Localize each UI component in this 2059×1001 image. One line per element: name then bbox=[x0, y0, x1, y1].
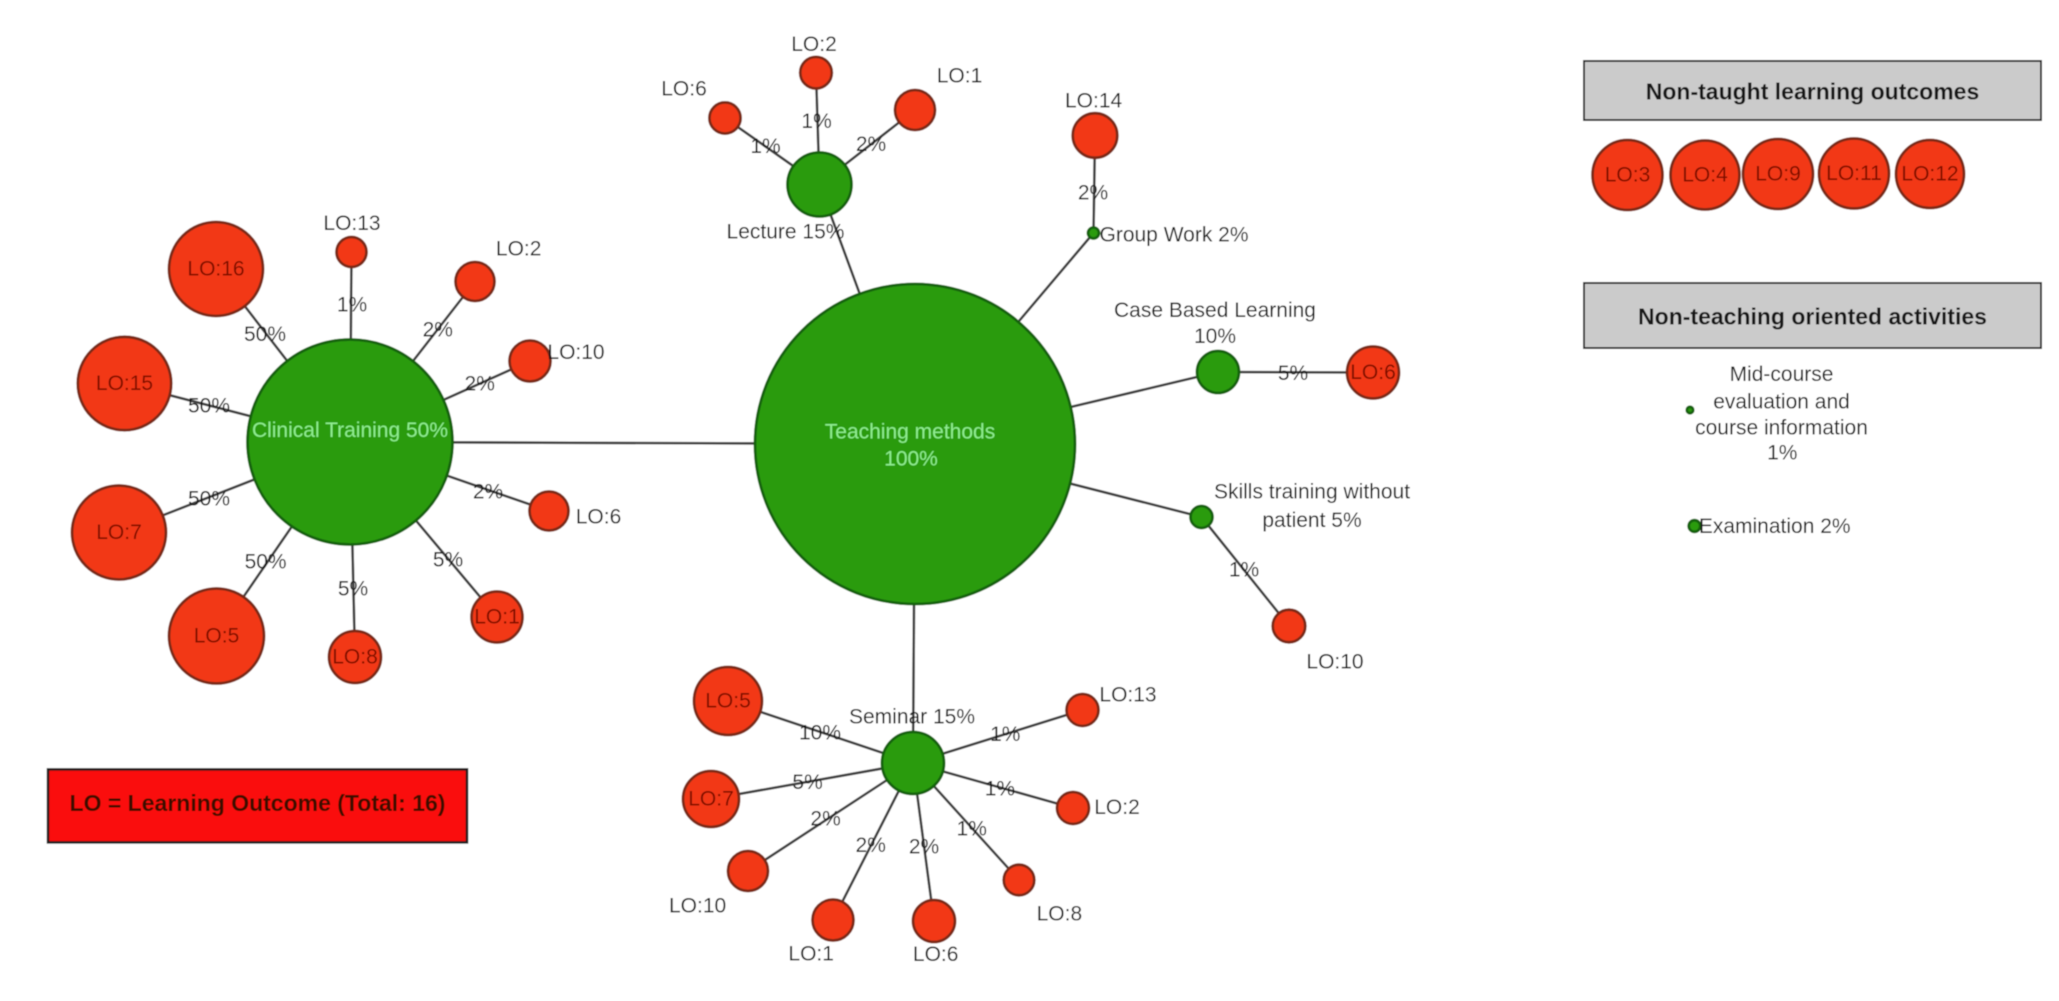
svg-text:50%: 50% bbox=[244, 323, 286, 346]
svg-text:LO:11: LO:11 bbox=[1826, 162, 1882, 185]
svg-text:LO:7: LO:7 bbox=[96, 521, 142, 544]
svg-text:1%: 1% bbox=[801, 110, 831, 133]
svg-text:LO:1: LO:1 bbox=[474, 606, 520, 629]
svg-text:patient 5%: patient 5% bbox=[1262, 509, 1361, 532]
svg-text:LO:10: LO:10 bbox=[1306, 651, 1363, 674]
svg-text:Lecture 15%: Lecture 15% bbox=[727, 221, 845, 244]
svg-text:LO:14: LO:14 bbox=[1065, 89, 1123, 112]
svg-text:LO:2: LO:2 bbox=[1094, 796, 1140, 819]
svg-text:LO:9: LO:9 bbox=[1755, 163, 1801, 186]
svg-text:1%: 1% bbox=[337, 294, 367, 317]
svg-text:5%: 5% bbox=[1278, 362, 1308, 385]
svg-text:LO:10: LO:10 bbox=[547, 341, 604, 364]
svg-text:Mid-course: Mid-course bbox=[1730, 363, 1834, 386]
svg-text:50%: 50% bbox=[245, 551, 287, 574]
svg-text:LO:13: LO:13 bbox=[1099, 684, 1156, 707]
svg-text:100%: 100% bbox=[884, 448, 938, 471]
svg-text:LO:7: LO:7 bbox=[688, 788, 734, 811]
svg-text:1%: 1% bbox=[1767, 442, 1797, 465]
svg-text:1%: 1% bbox=[957, 818, 987, 841]
svg-text:10%: 10% bbox=[799, 722, 841, 745]
svg-text:Case Based Learning: Case Based Learning bbox=[1114, 299, 1316, 322]
svg-text:Examination 2%: Examination 2% bbox=[1699, 515, 1851, 538]
svg-text:2%: 2% bbox=[909, 836, 939, 859]
svg-text:5%: 5% bbox=[792, 771, 822, 794]
svg-text:50%: 50% bbox=[188, 488, 230, 511]
svg-text:LO:6: LO:6 bbox=[1350, 361, 1396, 384]
svg-text:2%: 2% bbox=[810, 808, 840, 831]
svg-text:Skills training without: Skills training without bbox=[1214, 481, 1410, 504]
svg-text:2%: 2% bbox=[1078, 182, 1108, 205]
svg-text:Clinical Training 50%: Clinical Training 50% bbox=[252, 419, 448, 442]
svg-text:Teaching methods: Teaching methods bbox=[825, 421, 995, 444]
svg-text:50%: 50% bbox=[188, 395, 230, 418]
svg-text:LO:4: LO:4 bbox=[1682, 164, 1728, 187]
svg-text:Non-taught learning outcomes: Non-taught learning outcomes bbox=[1646, 79, 1980, 105]
svg-text:LO:16: LO:16 bbox=[187, 258, 244, 281]
svg-text:Seminar 15%: Seminar 15% bbox=[849, 705, 975, 728]
svg-text:LO = Learning Outcome (Total:: LO = Learning Outcome (Total: 16) bbox=[70, 790, 446, 816]
svg-text:LO:2: LO:2 bbox=[496, 238, 542, 261]
svg-text:1%: 1% bbox=[985, 778, 1015, 801]
svg-text:LO:6: LO:6 bbox=[913, 943, 959, 966]
svg-text:LO:3: LO:3 bbox=[1605, 164, 1651, 187]
svg-text:LO:8: LO:8 bbox=[332, 646, 378, 669]
svg-text:LO:1: LO:1 bbox=[788, 942, 834, 965]
svg-text:5%: 5% bbox=[338, 578, 368, 601]
svg-text:Group Work 2%: Group Work 2% bbox=[1100, 224, 1249, 247]
svg-text:evaluation and: evaluation and bbox=[1713, 390, 1850, 413]
svg-text:LO:5: LO:5 bbox=[705, 690, 751, 713]
svg-text:LO:12: LO:12 bbox=[1901, 163, 1958, 186]
svg-text:2%: 2% bbox=[856, 834, 886, 857]
svg-text:LO:1: LO:1 bbox=[937, 64, 983, 87]
svg-text:1%: 1% bbox=[990, 723, 1020, 746]
svg-text:5%: 5% bbox=[433, 549, 463, 572]
svg-text:course information: course information bbox=[1695, 416, 1868, 439]
svg-text:LO:2: LO:2 bbox=[791, 33, 837, 56]
svg-text:1%: 1% bbox=[750, 135, 780, 158]
svg-text:2%: 2% bbox=[473, 481, 503, 504]
svg-text:LO:10: LO:10 bbox=[669, 894, 726, 917]
svg-text:LO:6: LO:6 bbox=[576, 506, 622, 529]
svg-text:2%: 2% bbox=[423, 319, 453, 342]
svg-text:2%: 2% bbox=[465, 373, 495, 396]
svg-text:Non-teaching oriented activiti: Non-teaching oriented activities bbox=[1638, 304, 1987, 330]
svg-text:1%: 1% bbox=[1229, 559, 1259, 582]
svg-text:LO:13: LO:13 bbox=[323, 212, 380, 235]
svg-text:LO:6: LO:6 bbox=[661, 77, 707, 100]
svg-text:LO:5: LO:5 bbox=[194, 625, 240, 648]
svg-text:LO:15: LO:15 bbox=[96, 372, 153, 395]
svg-text:2%: 2% bbox=[856, 133, 886, 156]
svg-text:LO:8: LO:8 bbox=[1037, 903, 1083, 926]
svg-text:10%: 10% bbox=[1194, 325, 1236, 348]
